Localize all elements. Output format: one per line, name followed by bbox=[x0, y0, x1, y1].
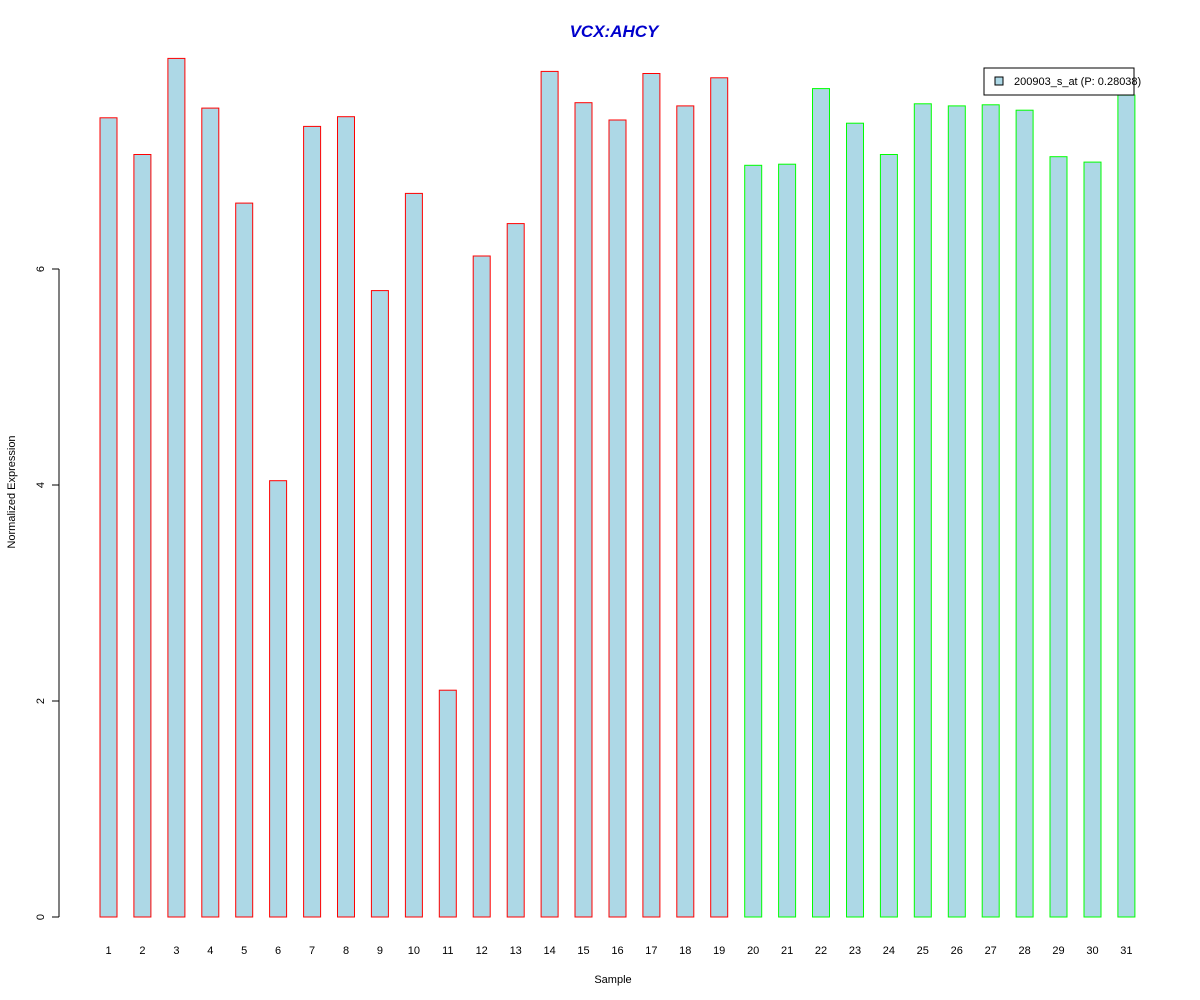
x-tick-label: 22 bbox=[815, 945, 827, 957]
bar-sample-4 bbox=[201, 107, 220, 918]
bars-group bbox=[99, 57, 1136, 918]
bar-sample-24 bbox=[879, 154, 898, 918]
x-tick-label: 4 bbox=[207, 945, 213, 957]
x-tick-label: 24 bbox=[883, 945, 895, 957]
x-tick-label: 17 bbox=[645, 945, 657, 957]
bar-sample-27 bbox=[981, 104, 1000, 918]
x-tick-label: 8 bbox=[343, 945, 349, 957]
bar-sample-31 bbox=[1117, 94, 1136, 918]
chart-title: VCX:AHCY bbox=[570, 22, 660, 41]
x-tick-label: 27 bbox=[985, 945, 997, 957]
bar-sample-6 bbox=[269, 480, 288, 918]
x-tick-label: 5 bbox=[241, 945, 247, 957]
x-tick-label: 23 bbox=[849, 945, 861, 957]
x-tick-label: 10 bbox=[408, 945, 420, 957]
x-tick-label: 16 bbox=[611, 945, 623, 957]
x-tick-label: 11 bbox=[442, 945, 453, 957]
x-axis-label: Sample bbox=[594, 974, 631, 986]
x-tick-label: 31 bbox=[1120, 945, 1132, 957]
bar-sample-14 bbox=[540, 70, 559, 918]
x-tick-label: 7 bbox=[309, 945, 315, 957]
bar-sample-12 bbox=[472, 255, 491, 918]
bar-sample-1 bbox=[99, 117, 118, 918]
y-tick-label: 2 bbox=[35, 698, 47, 704]
bar-sample-18 bbox=[676, 105, 695, 918]
bar-sample-8 bbox=[337, 116, 355, 918]
x-tick-label: 14 bbox=[543, 945, 555, 957]
x-tick-label: 2 bbox=[139, 945, 145, 957]
bar-sample-9 bbox=[370, 290, 389, 918]
y-tick-label: 4 bbox=[35, 482, 47, 488]
y-axis: 0 2 4 6 bbox=[35, 266, 60, 920]
x-tick-label: 9 bbox=[377, 945, 383, 957]
x-tick-label: 19 bbox=[713, 945, 725, 957]
legend-series-label: 200903_s_at (P: 0.28038) bbox=[1014, 76, 1141, 88]
bar-sample-21 bbox=[778, 163, 797, 918]
legend-box bbox=[983, 67, 1135, 96]
x-tick-label: 13 bbox=[510, 945, 522, 957]
bar-sample-10 bbox=[404, 192, 423, 918]
bar-sample-29 bbox=[1049, 156, 1068, 918]
x-tick-label: 26 bbox=[951, 945, 963, 957]
bar-sample-28 bbox=[1015, 109, 1034, 918]
x-tick-label: 28 bbox=[1018, 945, 1030, 957]
bar-sample-2 bbox=[133, 154, 152, 918]
legend: 200903_s_at (P: 0.28038) bbox=[983, 67, 1141, 96]
legend-swatch bbox=[994, 76, 1004, 86]
x-tick-label: 25 bbox=[917, 945, 929, 957]
bar-sample-20 bbox=[744, 164, 763, 918]
y-tick-label: 0 bbox=[35, 914, 47, 920]
bar-sample-13 bbox=[506, 223, 525, 918]
bar-sample-7 bbox=[303, 125, 322, 918]
bar-sample-30 bbox=[1083, 161, 1102, 918]
x-axis-tick-labels: 1 2 3 4 5 6 7 8 9 10 11 12 13 14 15 16 17 18 19 20 21 22 23 24 2… bbox=[105, 945, 1132, 957]
x-tick-label: 21 bbox=[781, 945, 793, 957]
bar-sample-25 bbox=[913, 103, 932, 918]
x-tick-label: 6 bbox=[275, 945, 281, 957]
bar-sample-22 bbox=[812, 88, 830, 918]
x-tick-label: 3 bbox=[173, 945, 179, 957]
bar-sample-11 bbox=[438, 689, 457, 918]
bar-sample-3 bbox=[167, 57, 186, 918]
bar-sample-5 bbox=[235, 202, 254, 918]
bar-sample-16 bbox=[608, 119, 627, 918]
bar-sample-26 bbox=[947, 105, 966, 918]
bar-sample-19 bbox=[710, 77, 729, 918]
x-tick-label: 30 bbox=[1086, 945, 1098, 957]
y-axis-label: Normalized Expression bbox=[6, 435, 18, 548]
x-tick-label: 18 bbox=[679, 945, 691, 957]
x-tick-label: 20 bbox=[747, 945, 759, 957]
x-tick-label: 29 bbox=[1052, 945, 1064, 957]
y-tick-label: 6 bbox=[35, 266, 47, 272]
x-tick-label: 12 bbox=[476, 945, 488, 957]
x-tick-label: 15 bbox=[577, 945, 589, 957]
bar-sample-17 bbox=[642, 73, 661, 918]
bar-sample-23 bbox=[846, 122, 864, 918]
bar-sample-15 bbox=[574, 102, 593, 918]
x-tick-label: 1 bbox=[105, 945, 111, 957]
